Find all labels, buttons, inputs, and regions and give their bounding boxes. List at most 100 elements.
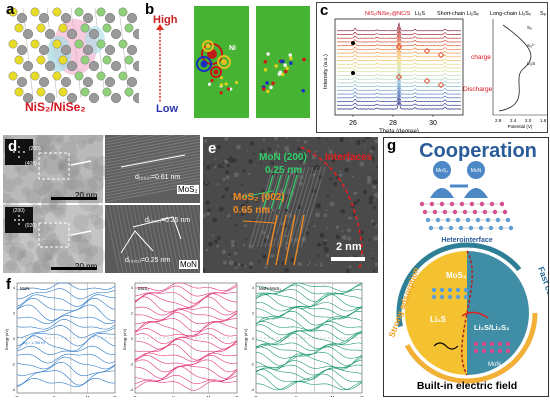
noise [241, 264, 245, 267]
orbit-left [396, 242, 538, 384]
noise [323, 213, 328, 218]
marker-li2sx [395, 73, 403, 81]
panel-e-scale-label: 2 nm [336, 241, 362, 253]
noise [348, 265, 352, 269]
tem-texture [40, 197, 57, 214]
s-atom [14, 87, 24, 97]
tem-texture [57, 158, 70, 171]
tem-texture [42, 179, 54, 191]
charge-label: charge [471, 54, 491, 61]
noise [230, 194, 234, 198]
k-tick: M [330, 395, 334, 397]
fft-spot [18, 223, 20, 225]
noise [222, 260, 227, 265]
noise [207, 208, 211, 213]
k-tick: G [254, 395, 258, 397]
noise [224, 186, 230, 192]
noise [341, 236, 344, 238]
tem-texture [80, 177, 98, 194]
noise [348, 216, 352, 220]
tem-texture [69, 135, 82, 145]
lattice-atom [499, 201, 505, 207]
marker-li2sx [437, 81, 445, 89]
ni-atom [126, 45, 137, 56]
contour-core [213, 69, 219, 75]
xrd-trace [337, 85, 462, 95]
noise [372, 269, 376, 273]
noise [248, 266, 253, 270]
se-atom [80, 55, 90, 65]
lattice-fringe [104, 171, 200, 191]
scale-arrow-head [156, 24, 164, 30]
tem-texture [87, 137, 95, 145]
tem-texture [54, 243, 69, 257]
lattice-fringe [156, 204, 172, 273]
atom-dot [274, 64, 278, 68]
tem-texture [4, 232, 13, 241]
noise [302, 155, 307, 159]
atom-dot [289, 56, 293, 61]
contour-core [200, 60, 208, 68]
y-tick: 4 [252, 286, 254, 290]
mon-pointer [242, 190, 274, 198]
xrd-trace [336, 52, 462, 62]
panel-e: e MoN (200) 0.25 nm Interfaces MoS₂ (002… [203, 137, 378, 273]
noise [367, 137, 371, 139]
se-atom [118, 39, 128, 49]
atom-dot [219, 91, 223, 95]
person-body-mos2 [430, 188, 454, 198]
lattice-fringe [104, 180, 200, 200]
panel-d-fft-top-1: (200) [29, 146, 41, 152]
mos2-fringe-marker [284, 214, 296, 266]
legend-long-chain: Long-chain Li₂Sₓ [490, 11, 531, 17]
lattice-fringe [264, 166, 290, 248]
ni-atom [126, 76, 137, 87]
band-line [16, 361, 116, 377]
band-line [134, 337, 238, 350]
k-tick: M [86, 395, 90, 397]
noise [354, 200, 358, 205]
noise [329, 177, 333, 181]
xrd-trace [336, 36, 462, 47]
noise [288, 152, 294, 158]
lattice-fringe [104, 177, 200, 197]
tem-texture [80, 135, 96, 145]
lattice-fringe [104, 141, 200, 161]
spacing-marker [132, 216, 182, 240]
lattice-fringe [104, 135, 145, 143]
noise [345, 268, 351, 273]
band-line [16, 304, 116, 321]
panel-f: MoN G K M G Energy (eV) 4 2 0 -2 -4 MoS₂ G K M G Energy … [3, 277, 377, 397]
band-line [16, 345, 116, 356]
y-tick: -2 [12, 363, 15, 367]
atom-dot [226, 87, 231, 91]
noise [347, 236, 352, 241]
noise [203, 268, 206, 272]
lattice-fringe [104, 150, 200, 170]
noise [305, 231, 310, 236]
y-tick: 0 [131, 337, 133, 341]
interface-curve [461, 250, 473, 376]
y-tick: -4 [130, 388, 133, 392]
lattice-fringe [188, 204, 200, 262]
noise [260, 162, 263, 165]
side-xlabel: Potential (V) [508, 124, 533, 129]
noise [296, 139, 300, 142]
noise [277, 145, 280, 148]
noise [320, 264, 323, 268]
inner-mos2: MoS₂ [446, 271, 467, 280]
atom-dot [263, 59, 268, 64]
lattice-fringe [104, 162, 200, 182]
ni-atom [66, 61, 77, 72]
y-tick: -4 [251, 388, 254, 392]
fft-spot [23, 151, 25, 153]
noise [264, 265, 268, 269]
tem-texture [49, 189, 65, 204]
noise [325, 208, 328, 211]
lattice-fringe [104, 153, 200, 173]
band-title: MoN [20, 286, 30, 291]
ni-atom [61, 12, 72, 24]
ni-atom [66, 29, 77, 40]
noise [229, 158, 234, 164]
noise [308, 261, 312, 264]
